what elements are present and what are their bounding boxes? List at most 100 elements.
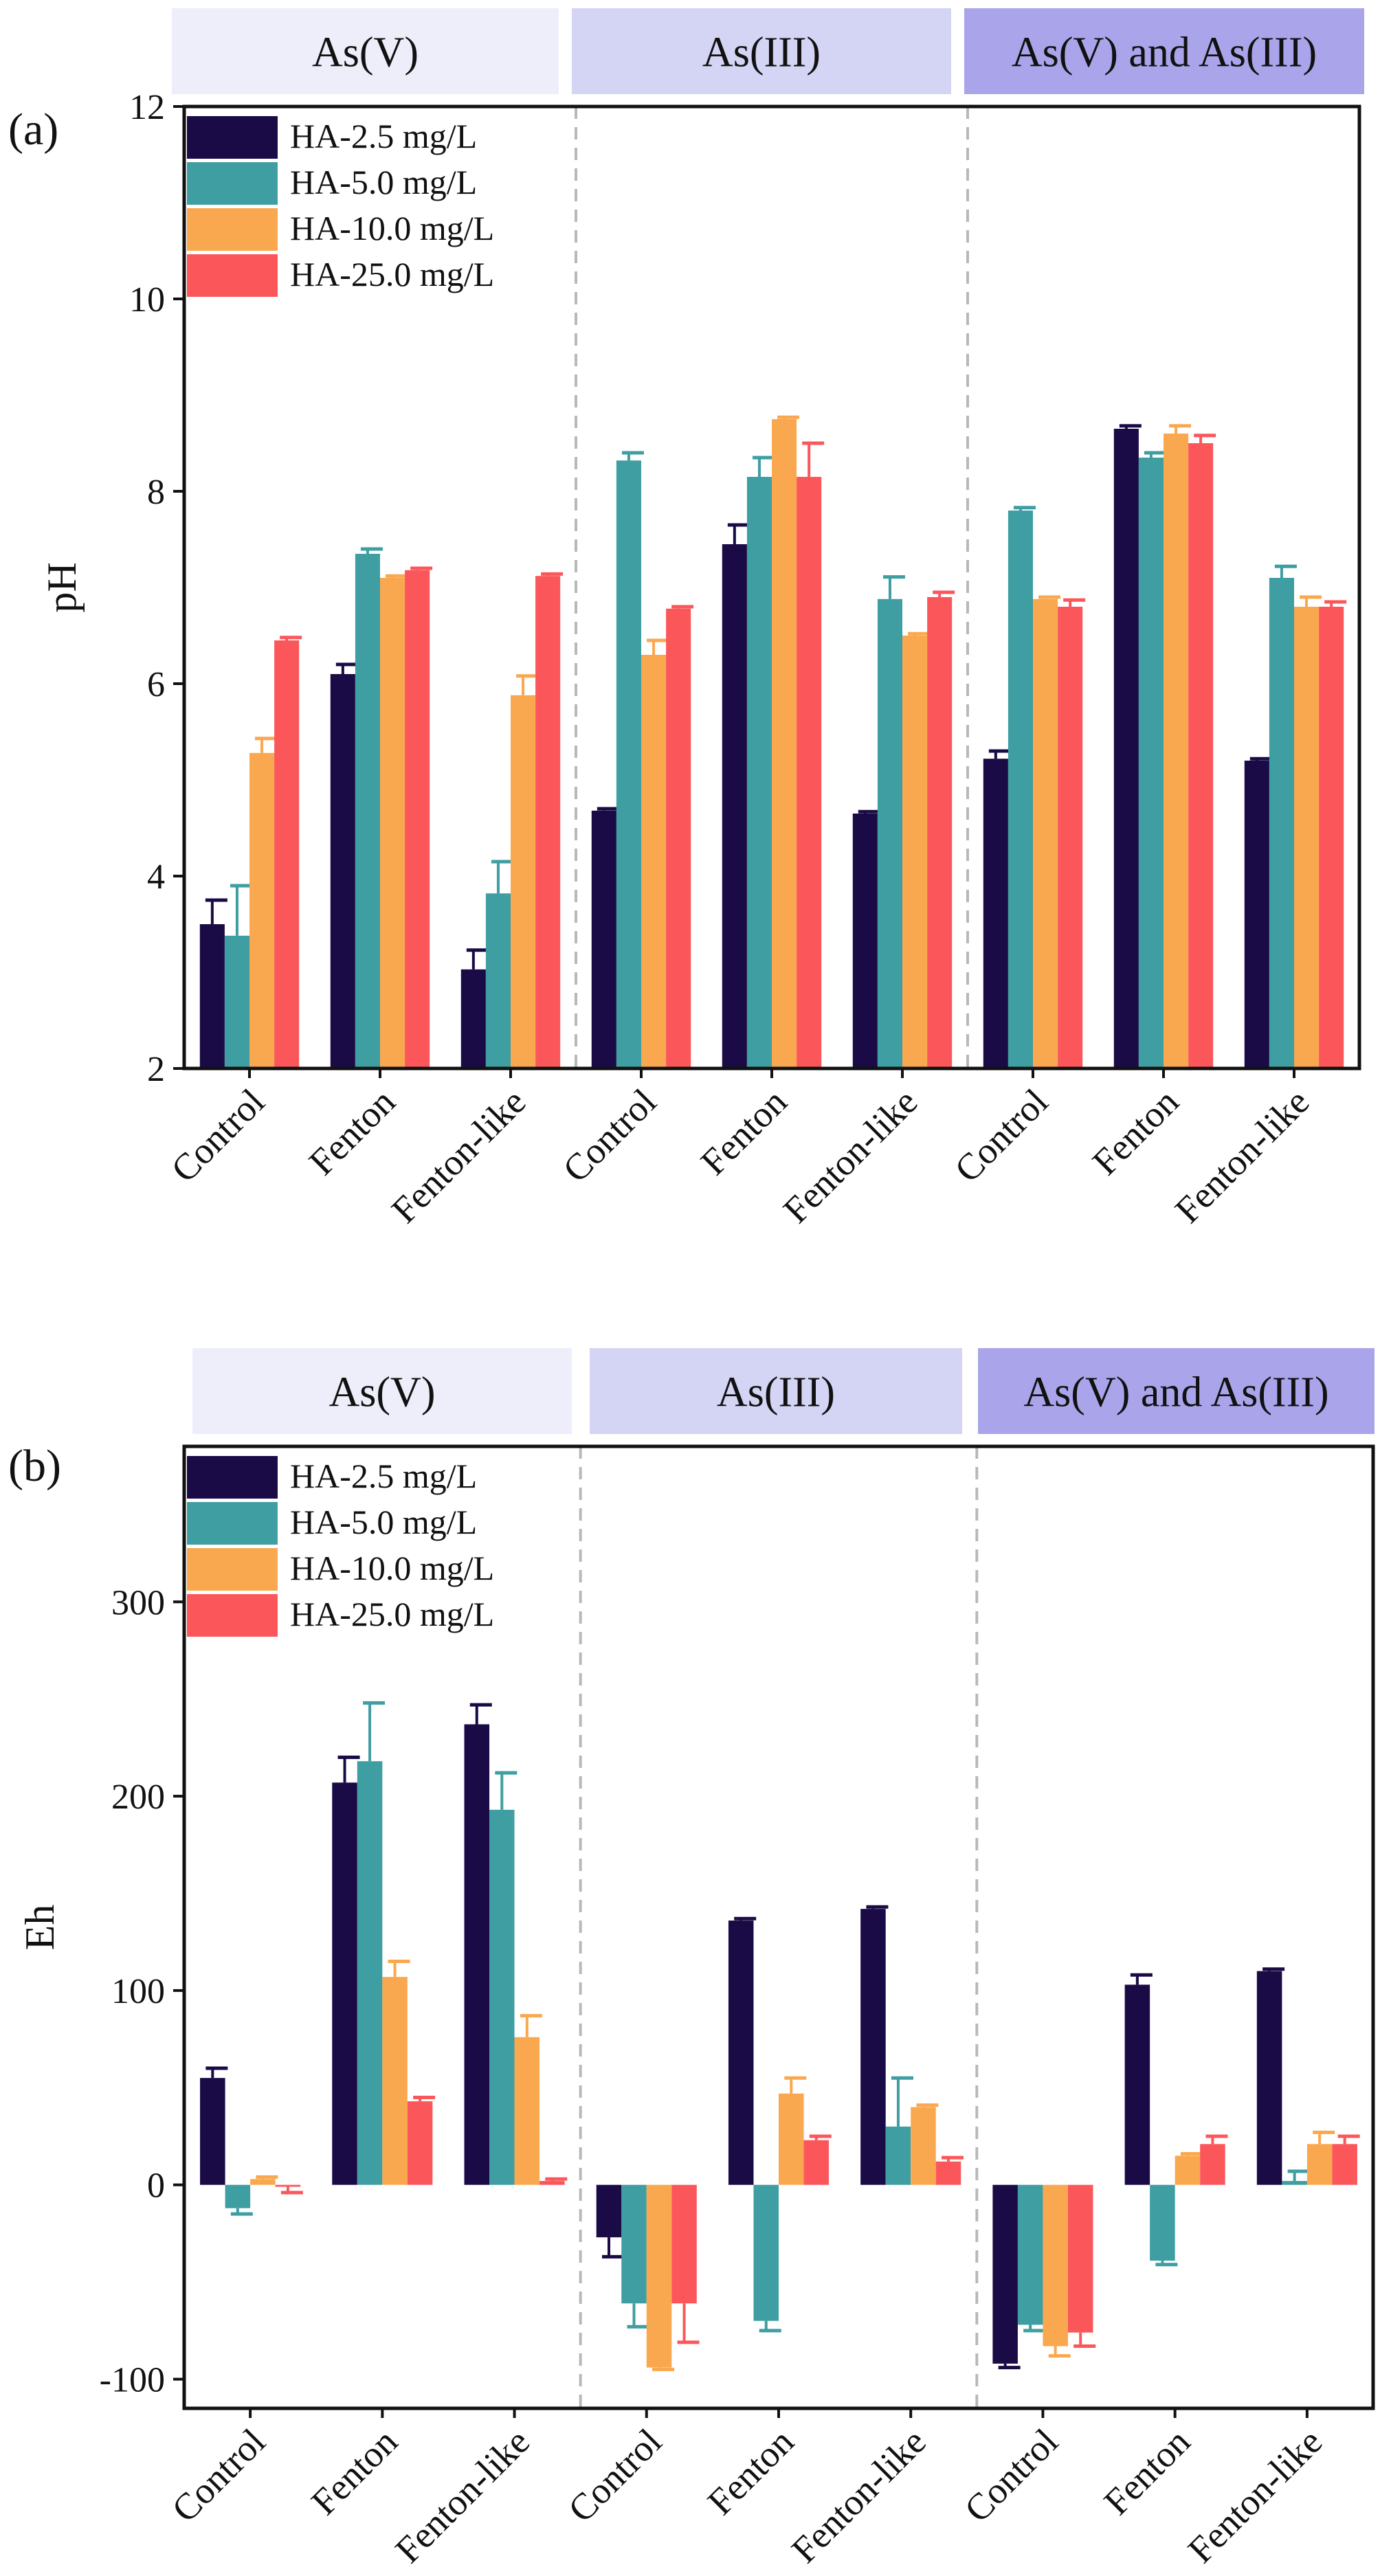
- y-axis-label: Eh: [17, 1905, 63, 1951]
- group-header-box: [172, 8, 559, 94]
- y-tick-label: 4: [147, 858, 165, 897]
- x-tick-label: Fenton-like: [775, 1081, 925, 1231]
- bar: [797, 477, 822, 1068]
- y-tick-label: 6: [147, 665, 165, 704]
- group-header-label: As(V) and As(III): [1023, 1369, 1328, 1416]
- group-header-box: [572, 8, 951, 94]
- group-header-box: [964, 8, 1364, 94]
- bar: [464, 1724, 490, 2185]
- x-tick-label: Control: [164, 2421, 273, 2530]
- bar: [1319, 607, 1344, 1068]
- y-tick-label: 100: [111, 1972, 165, 2011]
- x-tick-label: Control: [560, 2421, 669, 2530]
- bar: [641, 655, 667, 1068]
- bar: [514, 2037, 540, 2185]
- bar: [779, 2093, 804, 2185]
- y-axis-label: pH: [39, 562, 85, 612]
- bar: [671, 2184, 697, 2304]
- panel-label: (b): [8, 1441, 61, 1491]
- y-tick-label: 2: [147, 1050, 165, 1089]
- bar: [332, 1782, 357, 2185]
- x-tick-label: Fenton: [303, 2421, 405, 2523]
- bar: [407, 2101, 433, 2185]
- bar: [621, 2184, 647, 2304]
- bar: [1067, 2184, 1093, 2333]
- bar: [485, 893, 511, 1068]
- group-header-label: As(III): [702, 30, 821, 76]
- x-tick-label: Fenton: [693, 1081, 795, 1183]
- bar: [803, 2140, 830, 2185]
- plot-frame: [182, 104, 1361, 1071]
- legend-swatch: [187, 116, 278, 159]
- bar: [591, 810, 616, 1068]
- bar: [1124, 1984, 1150, 2185]
- legend-swatch: [187, 1502, 278, 1545]
- bar: [877, 598, 902, 1068]
- bar: [992, 2184, 1018, 2364]
- legend-label: HA-5.0 mg/L: [290, 163, 477, 201]
- bar: [225, 2184, 251, 2208]
- bar: [983, 759, 1008, 1068]
- bar: [772, 419, 797, 1068]
- group-header-label: As(V): [312, 30, 419, 76]
- x-tick-label: Control: [163, 1081, 272, 1190]
- x-tick-label: Fenton: [301, 1081, 403, 1183]
- bar: [852, 814, 878, 1068]
- bar: [616, 460, 641, 1068]
- x-tick-label: Fenton: [1084, 1081, 1187, 1183]
- bar: [1017, 2184, 1043, 2325]
- bar: [380, 578, 405, 1068]
- group-header-box: [192, 1348, 572, 1434]
- bar: [355, 554, 380, 1068]
- group-header-box: [978, 1348, 1375, 1434]
- bar: [249, 752, 275, 1068]
- bar: [489, 1809, 515, 2185]
- bar: [885, 2126, 911, 2185]
- x-tick-label: Control: [957, 2421, 1066, 2530]
- bar: [460, 969, 486, 1068]
- legend-swatch: [187, 254, 278, 297]
- x-tick-label: Fenton-like: [1180, 2421, 1330, 2571]
- y-tick-label: 12: [129, 88, 165, 127]
- bar: [224, 935, 249, 1068]
- bar: [1008, 511, 1033, 1068]
- bar: [666, 608, 691, 1068]
- bar: [1282, 2181, 1307, 2185]
- bar: [382, 1977, 408, 2185]
- y-tick-label: 10: [129, 280, 165, 320]
- y-tick-label: 300: [111, 1583, 165, 1622]
- bar: [1332, 2144, 1357, 2185]
- panel-label: (a): [8, 104, 58, 155]
- bar: [1294, 607, 1320, 1068]
- bar: [330, 674, 355, 1068]
- legend-label: HA-2.5 mg/L: [290, 1457, 477, 1495]
- legend-swatch: [187, 1456, 278, 1499]
- group-header-label: As(V): [329, 1369, 436, 1416]
- y-tick-label: 0: [147, 2166, 165, 2206]
- bar: [646, 2184, 672, 2368]
- bar: [1188, 443, 1214, 1068]
- bar: [1175, 2155, 1201, 2185]
- legend-swatch: [187, 1594, 278, 1637]
- bar: [746, 477, 772, 1068]
- legend-swatch: [187, 162, 278, 205]
- x-tick-label: Fenton: [700, 2421, 802, 2523]
- group-header-label: As(V) and As(III): [1012, 30, 1317, 76]
- bar: [535, 576, 561, 1068]
- bar: [1033, 598, 1058, 1068]
- legend-swatch: [187, 1548, 278, 1591]
- bar: [275, 2184, 301, 2187]
- y-tick-label: 200: [111, 1778, 165, 1817]
- legend-label: HA-25.0 mg/L: [290, 1595, 494, 1633]
- bar: [935, 2161, 961, 2185]
- plot-frame: [182, 1444, 1375, 2410]
- group-header-label: As(III): [717, 1369, 835, 1416]
- bar: [200, 2078, 225, 2185]
- panel-a-ph: As(V) As(III) As(V) and As(III) (a) pH Contro…: [8, 8, 1364, 1231]
- legend-label: HA-10.0 mg/L: [290, 209, 494, 247]
- group-header-box: [590, 1348, 962, 1434]
- bar: [250, 2179, 276, 2185]
- bar: [753, 2184, 779, 2321]
- x-tick-label: Fenton-like: [783, 2421, 933, 2571]
